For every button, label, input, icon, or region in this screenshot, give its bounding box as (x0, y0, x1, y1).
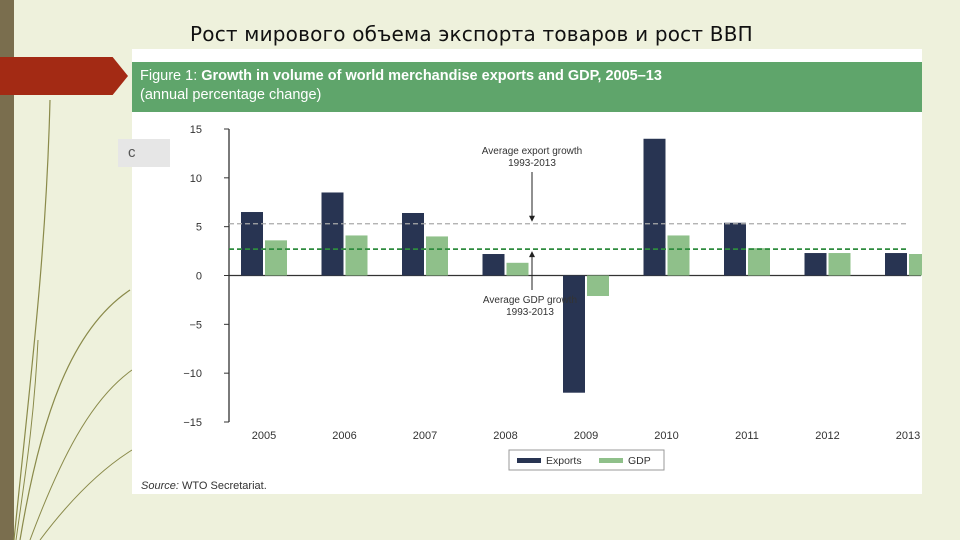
exports-bar-2012 (804, 253, 827, 276)
gdp-bar-2007 (426, 236, 448, 276)
x-tick-label: 2007 (413, 430, 437, 442)
exports-bar-2013 (885, 253, 907, 276)
y-tick-label: −15 (183, 417, 202, 429)
x-tick-label: 2013 (896, 430, 920, 442)
x-tick-label: 2010 (654, 430, 678, 442)
gdp-bar-2012 (828, 253, 851, 276)
figure-panel: Figure 1: Growth in volume of world merc… (132, 49, 922, 494)
x-tick-label: 2008 (493, 430, 517, 442)
left-decor-bar (0, 0, 14, 540)
gdp-bar-2011 (748, 248, 770, 276)
arrow-tab (0, 57, 128, 95)
exports-bar-2005 (241, 212, 263, 276)
source-label: Source: (141, 480, 179, 492)
legend-label-exports: Exports (546, 455, 582, 467)
legend-label-gdp: GDP (628, 455, 651, 467)
gdp-bar-2009 (587, 275, 609, 297)
exports-bar-2010 (643, 138, 666, 276)
avg-export-annotation: Average export growth (482, 146, 582, 157)
bar-chart: 15 10 5 0 −5 −10 −15 2005 2006 2007 2008 2009 2010 20… (183, 124, 922, 471)
avg-export-annotation: 1993-2013 (508, 158, 556, 169)
exports-bar-2006 (321, 192, 344, 276)
figure-title: Figure 1: Growth in volume of world merc… (140, 68, 662, 84)
side-tab-glyph: c (128, 144, 136, 161)
gdp-bar-2010 (667, 235, 690, 276)
gdp-bar-2013 (909, 254, 922, 276)
gdp-bar-2008 (506, 262, 529, 276)
gdp-bar-2005 (265, 240, 287, 276)
x-tick-label: 2005 (252, 430, 276, 442)
y-tick-label: 15 (190, 124, 202, 136)
exports-bar-2008 (482, 254, 505, 276)
y-tick-label: −10 (183, 368, 202, 380)
gdp-bar-2006 (345, 235, 368, 276)
x-tick-label: 2009 (574, 430, 598, 442)
side-tab[interactable]: c (118, 139, 170, 167)
avg-gdp-annotation: Average GDP growth (483, 295, 577, 306)
avg-gdp-annotation: 1993-2013 (506, 307, 554, 318)
avg-export-arrowhead (529, 215, 535, 222)
legend-box (508, 449, 665, 471)
y-tick-label: 5 (196, 222, 202, 234)
figure-subtitle: (annual percentage change) (140, 87, 322, 103)
slide-title: Рост мирового объема экспорта товаров и … (190, 22, 753, 46)
source-note: Source: WTO Secretariat. (141, 480, 267, 492)
exports-bar-2009 (563, 275, 585, 393)
figure-title-bold: Growth in volume of world merchandise ex… (201, 68, 662, 84)
legend-swatch-exports (517, 458, 541, 463)
legend-swatch-gdp (599, 458, 623, 463)
decorative-lines (13, 99, 133, 540)
x-tick-label: 2006 (332, 430, 356, 442)
y-tick-label: 10 (190, 173, 202, 185)
x-tick-label: 2011 (735, 430, 759, 442)
figure-header: Figure 1: Growth in volume of world merc… (132, 62, 922, 112)
y-tick-label: 0 (196, 271, 202, 283)
x-tick-label: 2012 (815, 430, 839, 442)
source-text: WTO Secretariat. (181, 480, 267, 492)
figure-label: Figure 1: (140, 68, 198, 84)
y-tick-label: −5 (189, 319, 202, 331)
exports-bar-2007 (402, 212, 424, 276)
avg-gdp-arrowhead (529, 251, 535, 258)
